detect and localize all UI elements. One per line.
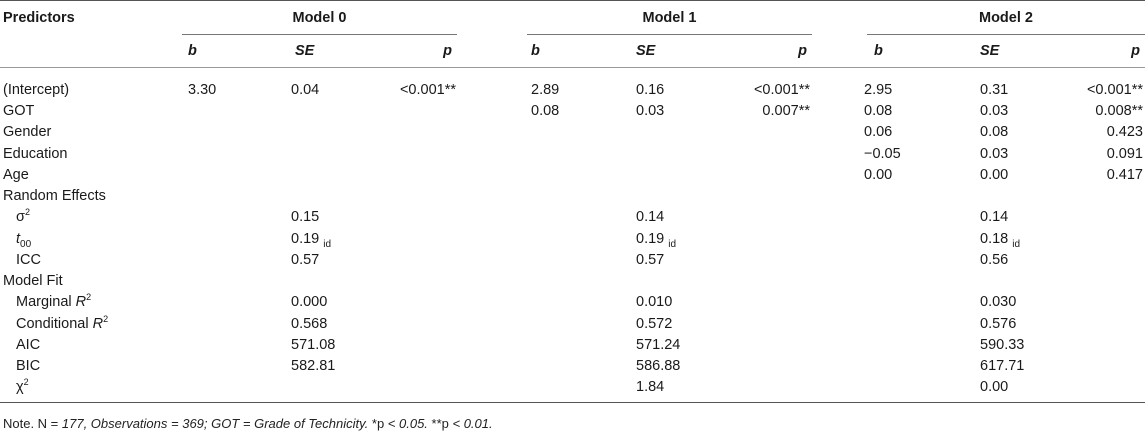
m1-p-value: <0.001** xyxy=(753,82,810,98)
m1-b-value: 0.08 xyxy=(531,103,560,119)
m2-se-value: 0.08 xyxy=(980,124,1009,140)
m0-se-header: SE xyxy=(295,43,315,59)
m2-se-header: SE xyxy=(980,43,1000,59)
conditional-m1: 0.572 xyxy=(636,316,673,332)
predictor-label: Education xyxy=(3,146,68,162)
m2-b-value: 0.00 xyxy=(864,167,893,183)
m0-p-header: p xyxy=(443,43,452,59)
tau-m2: 0.18 id xyxy=(980,231,1021,250)
m2-se-value: 0.31 xyxy=(980,82,1009,98)
table-note: Note. N = 177, Observations = 369; GOT =… xyxy=(3,416,493,431)
conditional-m2: 0.576 xyxy=(980,316,1017,332)
icc-m1: 0.57 xyxy=(636,252,665,268)
marginal-r2-label: Marginal R2 xyxy=(16,292,92,311)
m1-se-value: 0.03 xyxy=(636,103,665,119)
m2-b-value: 0.08 xyxy=(864,103,893,119)
tau-m1: 0.19 id xyxy=(636,231,677,250)
model2-underline xyxy=(867,34,1145,35)
predictor-label: GOT xyxy=(3,103,35,119)
icc-label: ICC xyxy=(16,252,41,268)
header-bottom-rule xyxy=(0,67,1145,68)
aic-m2: 590.33 xyxy=(980,337,1025,353)
m1-p-header: p xyxy=(798,43,807,59)
model1-underline xyxy=(527,34,812,35)
random-effects-label: Random Effects xyxy=(3,188,106,204)
marginal-m0: 0.000 xyxy=(291,294,328,310)
predictors-header: Predictors xyxy=(3,10,75,26)
top-rule xyxy=(0,0,1145,1)
sigma-m0: 0.15 xyxy=(291,209,320,225)
marginal-m1: 0.010 xyxy=(636,294,673,310)
model0-header: Model 0 xyxy=(292,10,347,26)
predictor-label: Gender xyxy=(3,124,52,140)
tau-m0: 0.19 id xyxy=(291,231,332,250)
bic-m1: 586.88 xyxy=(636,358,681,374)
m2-p-value: 0.417 xyxy=(1106,167,1143,183)
m2-p-header: p xyxy=(1131,43,1140,59)
aic-label: AIC xyxy=(16,337,41,353)
m2-p-value: 0.008** xyxy=(1095,103,1143,119)
aic-m0: 571.08 xyxy=(291,337,336,353)
model2-header: Model 2 xyxy=(979,10,1033,26)
m0-b-value: 3.30 xyxy=(188,82,217,98)
m1-p-value: 0.007** xyxy=(762,103,810,119)
conditional-m0: 0.568 xyxy=(291,316,328,332)
bic-m2: 617.71 xyxy=(980,358,1025,374)
m2-b-value: 2.95 xyxy=(864,82,893,98)
sigma-label: σ2 xyxy=(16,207,30,226)
model0-underline xyxy=(182,34,457,35)
m2-p-value: <0.001** xyxy=(1086,82,1143,98)
m2-se-value: 0.03 xyxy=(980,146,1009,162)
model-fit-label: Model Fit xyxy=(3,273,63,289)
model1-header: Model 1 xyxy=(642,10,697,26)
m2-b-header: b xyxy=(874,43,883,59)
aic-m1: 571.24 xyxy=(636,337,681,353)
predictor-label: (Intercept) xyxy=(3,82,70,98)
chi2-m2: 0.00 xyxy=(980,379,1009,395)
m1-b-header: b xyxy=(531,43,540,59)
m1-se-header: SE xyxy=(636,43,656,59)
m2-b-value: 0.06 xyxy=(864,124,893,140)
m0-se-value: 0.04 xyxy=(291,82,320,98)
table-bottom-rule xyxy=(0,402,1145,403)
m0-p-value: <0.001** xyxy=(399,82,456,98)
chi2-label: χ2 xyxy=(16,377,29,396)
m1-b-value: 2.89 xyxy=(531,82,560,98)
chi2-m1: 1.84 xyxy=(636,379,665,395)
sigma-m2: 0.14 xyxy=(980,209,1009,225)
m2-se-value: 0.00 xyxy=(980,167,1009,183)
icc-m2: 0.56 xyxy=(980,252,1009,268)
m2-p-value: 0.091 xyxy=(1106,146,1143,162)
conditional-r2-label: Conditional R2 xyxy=(16,314,109,333)
m2-se-value: 0.03 xyxy=(980,103,1009,119)
sigma-m1: 0.14 xyxy=(636,209,665,225)
icc-m0: 0.57 xyxy=(291,252,320,268)
tau-label: t00 xyxy=(16,231,32,250)
marginal-m2: 0.030 xyxy=(980,294,1017,310)
bic-m0: 582.81 xyxy=(291,358,336,374)
m1-se-value: 0.16 xyxy=(636,82,665,98)
m2-b-value: −0.05 xyxy=(864,146,901,162)
predictor-label: Age xyxy=(3,167,29,183)
m0-b-header: b xyxy=(188,43,197,59)
m2-p-value: 0.423 xyxy=(1106,124,1143,140)
bic-label: BIC xyxy=(16,358,41,374)
